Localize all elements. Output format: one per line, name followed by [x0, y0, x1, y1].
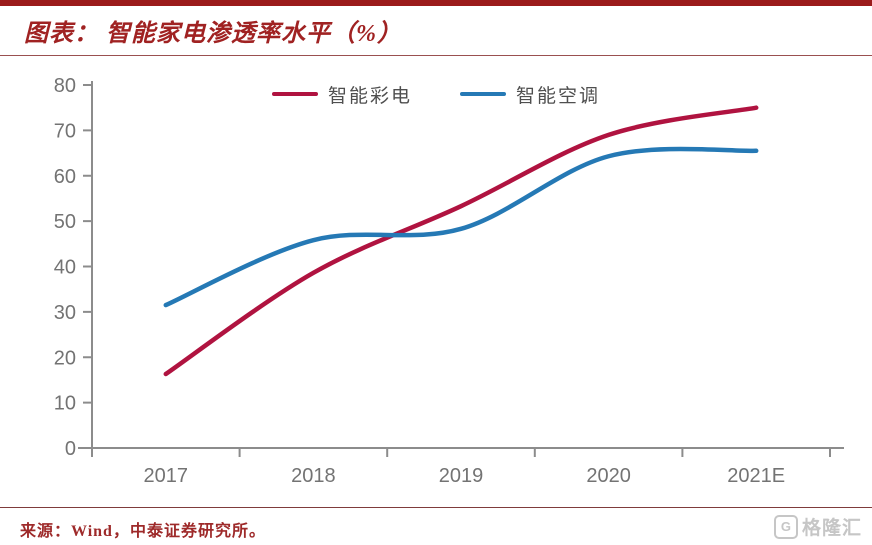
top-accent-bar — [0, 0, 872, 6]
chart-area: 0 10 20 30 40 50 60 70 80 2017 2018 2019 2020 2021E — [0, 62, 872, 502]
y-tick-label: 70 — [54, 120, 76, 142]
y-tick-label: 20 — [54, 347, 76, 369]
line-chart: 0 10 20 30 40 50 60 70 80 2017 2018 2019 2020 2021E — [54, 75, 844, 487]
source-note: 来源：Wind，中泰证券研究所。 — [20, 523, 266, 540]
series-line-智能彩电 — [163, 105, 759, 377]
y-tick-label: 0 — [65, 438, 76, 460]
legend-label: 智能空调 — [516, 85, 601, 107]
legend-item: 智能彩电 — [271, 81, 412, 108]
y-tick-label: 30 — [54, 302, 76, 324]
logo-g-icon: G — [773, 514, 798, 539]
legend-swatch-icon — [460, 92, 506, 96]
footer-divider — [0, 507, 872, 508]
y-tick-label: 60 — [54, 166, 76, 188]
gelonghui-logo: G 格隆汇 — [773, 513, 862, 540]
y-tick-label: 10 — [54, 393, 76, 415]
series-line-智能空调 — [163, 146, 759, 308]
x-tick-label: 2019 — [439, 465, 484, 487]
x-tick-label: 2021E — [727, 465, 785, 487]
x-tick-label: 2020 — [586, 465, 631, 487]
x-tick-label: 2017 — [144, 465, 189, 487]
legend-label: 智能彩电 — [327, 85, 412, 107]
y-tick-label: 40 — [54, 257, 76, 279]
y-tick-label: 80 — [54, 75, 76, 97]
y-tick-label: 50 — [54, 211, 76, 233]
logo-text: 格隆汇 — [801, 518, 862, 539]
legend-swatch-icon — [271, 92, 318, 96]
legend: 智能彩电 智能空调 — [0, 81, 872, 108]
legend-item: 智能空调 — [460, 81, 600, 108]
x-tick-label: 2018 — [291, 465, 336, 487]
chart-title: 图表： 智能家电渗透率水平（%） — [24, 21, 402, 47]
title-divider — [0, 55, 872, 56]
